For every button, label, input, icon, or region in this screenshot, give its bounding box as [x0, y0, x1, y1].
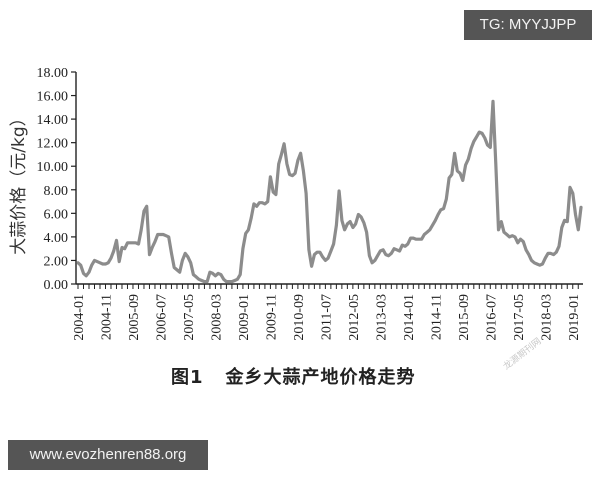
y-tick-label: 14.00 — [37, 113, 69, 128]
y-tick-label: 6.00 — [44, 207, 69, 222]
x-tick-label: 2014-11 — [429, 294, 444, 340]
y-tick-label: 16.00 — [37, 90, 69, 105]
x-tick-label: 2013-03 — [374, 294, 389, 341]
y-tick-label: 18.00 — [37, 66, 69, 81]
x-tick-label: 2018-03 — [539, 294, 554, 341]
x-tick-label: 2019-01 — [567, 294, 582, 341]
y-tick-label: 8.00 — [44, 184, 69, 199]
price-line — [76, 99, 583, 284]
y-tick-label: 12.00 — [37, 137, 69, 152]
axes — [75, 72, 583, 289]
x-tick-label: 2005-09 — [127, 294, 142, 341]
x-tick-label: 2016-07 — [484, 294, 499, 341]
y-axis-label: 大蒜价格（元/kg） — [9, 109, 29, 254]
url-badge: www.evozhenren88.org — [8, 440, 208, 470]
x-tick-label: 2017-05 — [512, 294, 527, 341]
x-tick-label: 2004-11 — [99, 294, 114, 340]
x-tick-label: 2007-05 — [182, 294, 197, 341]
figure-caption: 图1 金乡大蒜产地价格走势 — [171, 363, 416, 389]
figure-number: 图1 — [171, 367, 204, 388]
y-axis-ticks: 0.00 2.00 4.00 6.00 8.00 10.00 12.00 14.00 16.00… — [37, 66, 76, 293]
tg-badge: TG: MYYJJPP — [464, 10, 592, 40]
x-tick-label: 2009-01 — [237, 294, 252, 341]
y-tick-label: 2.00 — [44, 254, 69, 269]
x-tick-label: 2010-09 — [292, 294, 307, 341]
x-tick-label: 2011-07 — [319, 294, 334, 340]
figure-title: 金乡大蒜产地价格走势 — [225, 367, 416, 388]
x-tick-label: 2009-11 — [264, 294, 279, 340]
y-tick-label: 0.00 — [44, 278, 69, 293]
y-tick-label: 10.00 — [37, 160, 69, 175]
x-tick-label: 2004-01 — [72, 294, 87, 341]
y-tick-label: 4.00 — [44, 231, 69, 246]
x-tick-label: 2012-05 — [347, 294, 362, 341]
x-tick-label: 2008-03 — [209, 294, 224, 341]
x-tick-label: 2006-07 — [154, 294, 169, 341]
x-tick-label: 2015-09 — [457, 294, 472, 341]
y-axis-title: 大蒜价格（元/kg） — [9, 109, 29, 254]
x-axis-ticks: 2004-01 2004-11 2005-09 2006-07 2007-05 2008-… — [72, 294, 582, 341]
x-tick-label: 2014-01 — [402, 294, 417, 341]
